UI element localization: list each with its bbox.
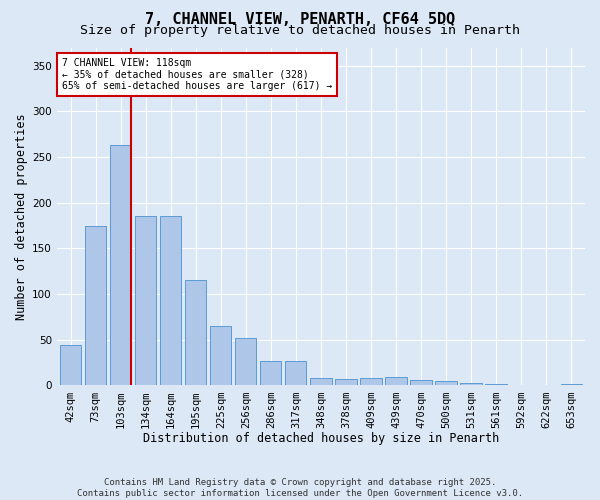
X-axis label: Distribution of detached houses by size in Penarth: Distribution of detached houses by size … xyxy=(143,432,499,445)
Bar xyxy=(485,384,507,386)
Bar xyxy=(511,384,532,386)
Y-axis label: Number of detached properties: Number of detached properties xyxy=(15,113,28,320)
Bar xyxy=(85,226,106,386)
Bar xyxy=(160,216,181,386)
Bar xyxy=(235,338,256,386)
Bar xyxy=(110,145,131,386)
Bar xyxy=(60,346,81,386)
Bar xyxy=(210,326,232,386)
Bar xyxy=(260,361,281,386)
Bar xyxy=(285,361,307,386)
Bar xyxy=(185,280,206,386)
Bar xyxy=(135,216,156,386)
Text: 7 CHANNEL VIEW: 118sqm
← 35% of detached houses are smaller (328)
65% of semi-de: 7 CHANNEL VIEW: 118sqm ← 35% of detached… xyxy=(62,58,332,91)
Bar xyxy=(460,382,482,386)
Text: Contains HM Land Registry data © Crown copyright and database right 2025.
Contai: Contains HM Land Registry data © Crown c… xyxy=(77,478,523,498)
Bar xyxy=(310,378,332,386)
Bar xyxy=(436,381,457,386)
Text: Size of property relative to detached houses in Penarth: Size of property relative to detached ho… xyxy=(80,24,520,37)
Bar xyxy=(385,378,407,386)
Bar xyxy=(335,379,356,386)
Text: 7, CHANNEL VIEW, PENARTH, CF64 5DQ: 7, CHANNEL VIEW, PENARTH, CF64 5DQ xyxy=(145,12,455,28)
Bar xyxy=(560,384,582,386)
Bar xyxy=(410,380,431,386)
Bar xyxy=(361,378,382,386)
